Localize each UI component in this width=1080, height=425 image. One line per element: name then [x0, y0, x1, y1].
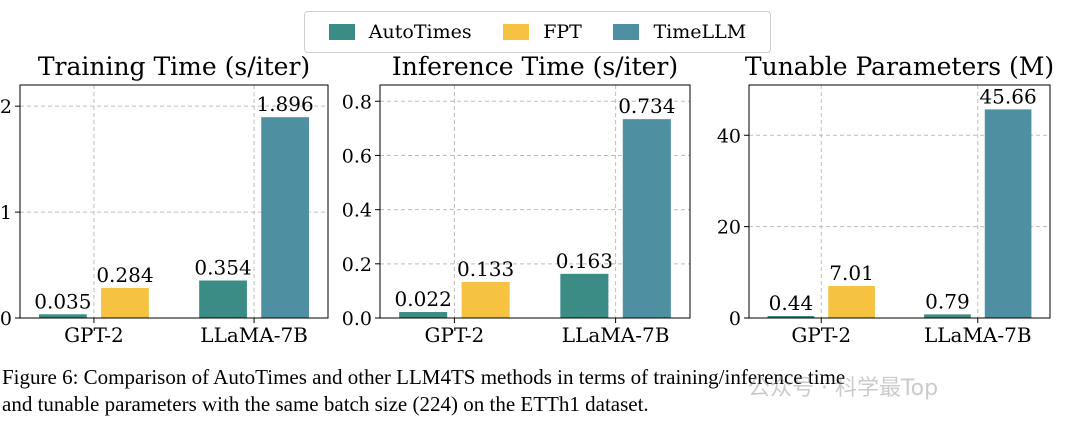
- bar-fpt-gpt-2: [101, 287, 149, 318]
- data-label: 0.035: [34, 289, 91, 313]
- plot-frame: [19, 84, 329, 319]
- data-label: 0.284: [96, 263, 153, 287]
- y-tick-label: 40: [717, 125, 741, 147]
- bar-timellm-llama-7b: [984, 109, 1032, 318]
- y-tick-label: 0: [729, 308, 741, 330]
- bar-timellm-llama-7b: [622, 119, 671, 318]
- data-label: 0.022: [395, 287, 452, 311]
- y-tick-label: 0.4: [342, 200, 372, 222]
- legend-label: AutoTimes: [368, 21, 472, 43]
- chart-title: Inference Time (s/iter): [392, 52, 678, 81]
- legend-item-fpt: FPT: [503, 21, 582, 43]
- bar-autotimes-gpt-2: [399, 312, 448, 318]
- chart-title: Training Time (s/iter): [38, 52, 310, 81]
- tunable-parameters-chart: Tunable Parameters (M) 0.44 0.79 7.01 45.66 0…: [717, 52, 1054, 347]
- data-label: 0.79: [925, 289, 970, 313]
- data-label: 45.66: [979, 84, 1036, 108]
- y-tick-label: 0.6: [342, 145, 372, 167]
- y-tick-label: 0.2: [342, 254, 372, 276]
- bar-autotimes-gpt-2: [767, 315, 815, 318]
- x-tick-label: GPT-2: [64, 323, 124, 347]
- bar-fpt-gpt-2: [828, 285, 875, 318]
- bar-fpt-gpt-2: [461, 281, 510, 318]
- x-tick-label: GPT-2: [425, 323, 485, 347]
- figure-caption: Figure 6: Comparison of AutoTimes and ot…: [2, 364, 1078, 418]
- data-label: 0.133: [457, 257, 514, 281]
- y-tick-label: 0.8: [342, 91, 372, 113]
- legend-swatch: [328, 24, 355, 40]
- x-tick-label: LLaMA-7B: [924, 323, 1032, 347]
- data-label: 0.354: [194, 256, 251, 280]
- x-tick-label: LLaMA-7B: [200, 323, 308, 347]
- x-tick-label: LLaMA-7B: [562, 323, 670, 347]
- data-label: 0.163: [556, 249, 613, 273]
- y-tick-label: 1: [0, 202, 12, 224]
- data-label: 0.734: [618, 94, 675, 118]
- data-label: 0.44: [769, 291, 814, 315]
- y-tick-label: 20: [717, 217, 741, 239]
- legend-swatch: [613, 24, 640, 40]
- chart-title: Tunable Parameters (M): [745, 52, 1054, 81]
- bar-autotimes-llama-7b: [560, 273, 609, 318]
- watermark: 公众号 · 科学最Top: [748, 376, 939, 401]
- x-tick-label: GPT-2: [791, 323, 851, 347]
- y-tick-label: 0.0: [342, 308, 372, 330]
- legend-item-timellm: TimeLLM: [613, 21, 746, 43]
- bar-autotimes-llama-7b: [924, 314, 971, 318]
- data-label: 7.01: [829, 261, 874, 285]
- caption-line-2: and tunable parameters with the same bat…: [2, 392, 649, 416]
- inference-time-chart: Inference Time (s/iter) 0.022 0.163 0.133 0.…: [342, 52, 691, 347]
- bar-timellm-llama-7b: [261, 117, 309, 318]
- y-tick-label: 0: [0, 308, 12, 330]
- legend-label: TimeLLM: [653, 21, 747, 43]
- data-label: 1.896: [256, 92, 313, 116]
- training-time-chart: Training Time (s/iter) 0.035 0.354 0.284 1.8…: [0, 52, 329, 347]
- plot-frame: [379, 84, 691, 319]
- legend: AutoTimes FPT TimeLLM: [304, 11, 771, 53]
- y-tick-label: 2: [0, 96, 12, 118]
- caption-line-1: Figure 6: Comparison of AutoTimes and ot…: [2, 365, 846, 389]
- legend-swatch: [503, 24, 530, 40]
- plot-frame: [748, 84, 1051, 319]
- bar-autotimes-llama-7b: [199, 280, 247, 318]
- legend-label: FPT: [543, 21, 582, 43]
- legend-item-autotimes: AutoTimes: [328, 21, 472, 43]
- bar-autotimes-gpt-2: [39, 314, 87, 318]
